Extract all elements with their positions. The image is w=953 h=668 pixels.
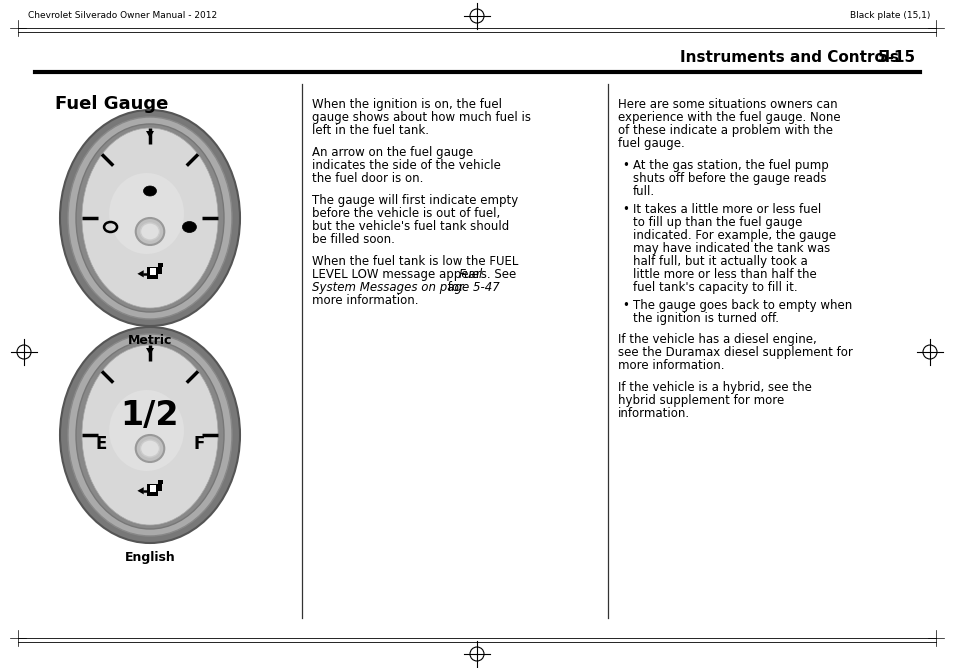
Bar (147, 484, 158, 496)
Text: System Messages on page 5-47: System Messages on page 5-47 (312, 281, 499, 294)
Text: little more or less than half the: little more or less than half the (633, 268, 816, 281)
Ellipse shape (135, 435, 164, 462)
Text: At the gas station, the fuel pump: At the gas station, the fuel pump (633, 159, 828, 172)
Ellipse shape (60, 110, 240, 326)
Bar (150, 486, 156, 492)
Bar (150, 269, 156, 275)
Ellipse shape (140, 223, 159, 240)
Text: E: E (95, 435, 107, 453)
Ellipse shape (82, 128, 218, 308)
Text: before the vehicle is out of fuel,: before the vehicle is out of fuel, (312, 207, 499, 220)
Ellipse shape (76, 124, 224, 312)
Text: see the Duramax diesel supplement for: see the Duramax diesel supplement for (618, 346, 852, 359)
Text: more information.: more information. (312, 294, 418, 307)
Text: experience with the fuel gauge. None: experience with the fuel gauge. None (618, 111, 840, 124)
Ellipse shape (135, 218, 164, 245)
Text: Instruments and Controls: Instruments and Controls (679, 50, 898, 65)
Text: for: for (444, 281, 464, 294)
Bar (147, 267, 158, 279)
Text: The gauge goes back to empty when: The gauge goes back to empty when (633, 299, 851, 312)
Text: fuel gauge.: fuel gauge. (618, 137, 684, 150)
Text: •: • (621, 299, 628, 312)
Text: may have indicated the tank was: may have indicated the tank was (633, 242, 829, 255)
Text: Black plate (15,1): Black plate (15,1) (849, 11, 929, 21)
Bar (158, 484, 161, 491)
Text: left in the fuel tank.: left in the fuel tank. (312, 124, 429, 137)
Ellipse shape (109, 390, 184, 471)
Text: Here are some situations owners can: Here are some situations owners can (618, 98, 837, 111)
Text: gauge shows about how much fuel is: gauge shows about how much fuel is (312, 111, 531, 124)
Text: Fuel: Fuel (457, 268, 482, 281)
Text: LEVEL LOW message appears. See: LEVEL LOW message appears. See (312, 268, 519, 281)
Text: An arrow on the fuel gauge: An arrow on the fuel gauge (312, 146, 473, 159)
Ellipse shape (76, 341, 224, 529)
Text: the fuel door is on.: the fuel door is on. (312, 172, 423, 185)
Text: full.: full. (633, 185, 655, 198)
Text: of these indicate a problem with the: of these indicate a problem with the (618, 124, 832, 137)
Text: Chevrolet Silverado Owner Manual - 2012: Chevrolet Silverado Owner Manual - 2012 (28, 11, 217, 21)
Text: Fuel Gauge: Fuel Gauge (55, 95, 168, 113)
Ellipse shape (60, 327, 240, 543)
Polygon shape (137, 487, 144, 494)
Text: half full, but it actually took a: half full, but it actually took a (633, 255, 807, 268)
Ellipse shape (143, 186, 156, 196)
Ellipse shape (82, 345, 218, 525)
Text: the ignition is turned off.: the ignition is turned off. (633, 312, 779, 325)
Text: to fill up than the fuel gauge: to fill up than the fuel gauge (633, 216, 801, 229)
Text: •: • (621, 203, 628, 216)
Ellipse shape (140, 440, 159, 457)
Text: English: English (125, 551, 175, 564)
Text: When the fuel tank is low the FUEL: When the fuel tank is low the FUEL (312, 255, 517, 268)
Text: but the vehicle's fuel tank should: but the vehicle's fuel tank should (312, 220, 509, 233)
Text: The gauge will first indicate empty: The gauge will first indicate empty (312, 194, 517, 207)
Text: When the ignition is on, the fuel: When the ignition is on, the fuel (312, 98, 501, 111)
Ellipse shape (68, 117, 232, 319)
Text: If the vehicle has a diesel engine,: If the vehicle has a diesel engine, (618, 333, 816, 346)
Ellipse shape (68, 334, 232, 536)
Text: hybrid supplement for more: hybrid supplement for more (618, 394, 783, 407)
Text: indicated. For example, the gauge: indicated. For example, the gauge (633, 229, 835, 242)
Text: If the vehicle is a hybrid, see the: If the vehicle is a hybrid, see the (618, 381, 811, 394)
Ellipse shape (109, 173, 184, 254)
Bar (158, 480, 163, 484)
Text: 5-15: 5-15 (877, 50, 915, 65)
Polygon shape (146, 348, 153, 355)
Text: indicates the side of the vehicle: indicates the side of the vehicle (312, 159, 500, 172)
Polygon shape (137, 270, 144, 277)
Text: •: • (621, 159, 628, 172)
Text: F: F (193, 435, 205, 453)
Text: information.: information. (618, 407, 689, 420)
Text: fuel tank's capacity to fill it.: fuel tank's capacity to fill it. (633, 281, 797, 294)
Text: Metric: Metric (128, 334, 172, 347)
Text: be filled soon.: be filled soon. (312, 233, 395, 246)
Ellipse shape (182, 222, 196, 232)
Text: more information.: more information. (618, 359, 723, 372)
Bar (158, 263, 163, 267)
Polygon shape (146, 131, 153, 138)
Bar (158, 267, 161, 274)
Text: It takes a little more or less fuel: It takes a little more or less fuel (633, 203, 821, 216)
Text: 1/2: 1/2 (121, 399, 179, 432)
Text: shuts off before the gauge reads: shuts off before the gauge reads (633, 172, 825, 185)
